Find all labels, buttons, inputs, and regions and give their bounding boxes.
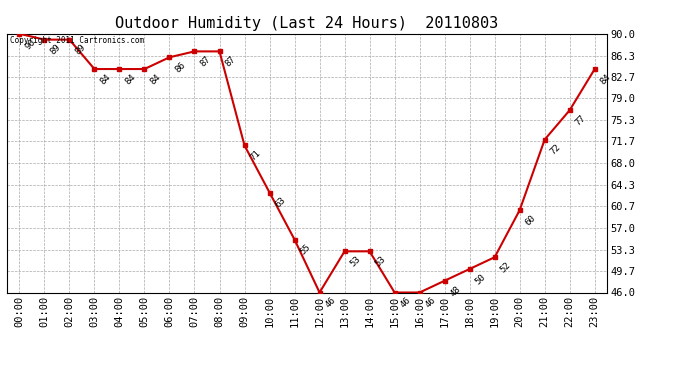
Text: 48: 48 [448, 284, 463, 298]
Text: 60: 60 [524, 213, 538, 228]
Text: 87: 87 [199, 55, 213, 69]
Text: 71: 71 [248, 149, 263, 163]
Text: 52: 52 [499, 261, 513, 274]
Text: 86: 86 [174, 61, 188, 75]
Text: 46: 46 [399, 296, 413, 310]
Text: 46: 46 [324, 296, 337, 310]
Text: 87: 87 [224, 55, 237, 69]
Text: 84: 84 [124, 72, 137, 86]
Text: 53: 53 [348, 255, 363, 268]
Text: Copyright 2011 Cartronics.com: Copyright 2011 Cartronics.com [10, 36, 144, 45]
Text: 72: 72 [549, 143, 563, 157]
Text: 84: 84 [99, 72, 112, 86]
Text: 77: 77 [574, 114, 588, 128]
Text: 50: 50 [474, 272, 488, 286]
Text: 90: 90 [23, 37, 37, 51]
Title: Outdoor Humidity (Last 24 Hours)  20110803: Outdoor Humidity (Last 24 Hours) 2011080… [115, 16, 499, 31]
Text: 63: 63 [274, 196, 288, 210]
Text: 55: 55 [299, 243, 313, 257]
Text: 53: 53 [374, 255, 388, 268]
Text: 89: 89 [74, 43, 88, 57]
Text: 46: 46 [424, 296, 437, 310]
Text: 84: 84 [599, 72, 613, 86]
Text: 84: 84 [148, 72, 163, 86]
Text: 89: 89 [48, 43, 63, 57]
